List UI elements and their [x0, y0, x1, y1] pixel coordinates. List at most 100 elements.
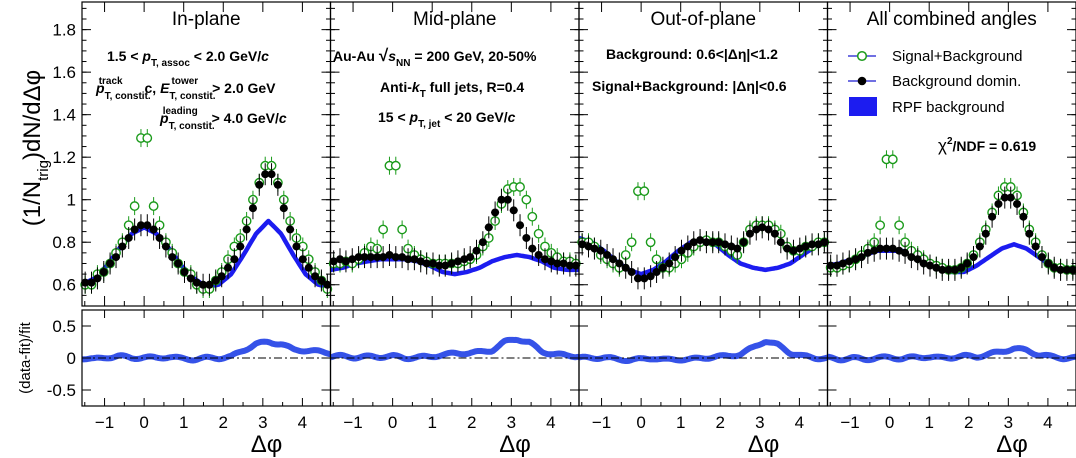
bkg-point: [565, 261, 574, 270]
bkg-point: [311, 272, 320, 281]
x-axis-label: Δφ: [499, 431, 531, 458]
bkg-point: [540, 255, 549, 264]
legend-signal-marker: [856, 50, 868, 62]
signal-point: [894, 220, 905, 231]
signal-point: [148, 201, 159, 211]
bkg-point: [435, 261, 444, 270]
bkg-point: [168, 253, 177, 262]
x-tick-label: 2: [219, 413, 228, 432]
ratio-band: [80, 338, 332, 364]
bkg-point: [609, 255, 618, 264]
y-tick-label: 1.4: [52, 106, 76, 125]
bkg-point: [447, 259, 456, 268]
bkg-point: [1019, 212, 1028, 221]
bkg-point: [913, 255, 922, 264]
bkg-point: [304, 263, 313, 272]
legend-bkg-marker: [857, 76, 867, 86]
x-tick-label: 3: [1004, 413, 1013, 432]
bkg-point: [553, 259, 562, 268]
signal-point: [875, 220, 886, 231]
legend-rpf-swatch: [849, 97, 877, 116]
legend-rpf-label: RPF background: [892, 99, 1005, 116]
bkg-point: [1006, 193, 1015, 202]
x-tick-label: −1: [343, 413, 362, 432]
bkg-point: [136, 221, 145, 230]
bkg-point: [484, 223, 493, 232]
bkg-point: [1062, 265, 1071, 274]
x-tick-label: 3: [507, 413, 516, 432]
bkg-point: [453, 257, 462, 266]
bkg-point: [1000, 193, 1009, 202]
bkg-point: [410, 255, 419, 264]
annotation-pt-assoc: 1.5 < pT, assoc < 2.0 GeV/c: [107, 48, 269, 69]
annotation-background-region: Background: 0.6<|Δη|<1.2: [606, 46, 778, 62]
bkg-point: [1025, 229, 1034, 238]
x-tick-label: 4: [1043, 413, 1052, 432]
bkg-point: [950, 265, 959, 274]
bkg-point: [385, 250, 394, 259]
bkg-point: [988, 212, 997, 221]
signal-point: [527, 211, 538, 222]
bkg-point: [348, 255, 357, 264]
bkg-point: [503, 195, 512, 204]
bkg-point: [888, 244, 897, 253]
bkg-point: [298, 255, 307, 264]
bkg-point: [516, 221, 525, 230]
bkg-point: [130, 225, 139, 234]
bkg-point: [677, 246, 686, 255]
x-tick-label: 0: [388, 413, 397, 432]
x-tick-label: 1: [676, 413, 685, 432]
panel-title: Out-of-plane: [650, 9, 756, 30]
bkg-point: [534, 250, 543, 259]
bkg-point: [640, 274, 649, 283]
bkg-point: [106, 259, 115, 268]
bkg-point: [615, 259, 624, 268]
bkg-point: [714, 238, 723, 247]
panel-3: Out-of-plane −1 0 1 2 3 4 Δφ: [577, 1, 830, 458]
bkg-point: [857, 253, 866, 262]
bkg-point: [118, 242, 127, 251]
bkg-point: [1031, 242, 1040, 251]
x-tick-label: −1: [95, 413, 114, 432]
bkg-point: [938, 265, 947, 274]
bkg-point: [758, 223, 767, 232]
bkg-point: [764, 225, 773, 234]
bkg-point: [422, 259, 431, 268]
bkg-point: [683, 242, 692, 251]
bkg-point: [255, 180, 264, 189]
bkg-point: [186, 274, 195, 283]
bkg-point: [1050, 263, 1059, 272]
signal-point: [639, 186, 650, 197]
bkg-point: [217, 272, 226, 281]
bkg-point: [603, 250, 612, 259]
y-tick-label: 0.8: [52, 233, 76, 252]
bkg-point: [273, 180, 282, 189]
bkg-point: [242, 225, 251, 234]
y-tick-label: 1.2: [52, 148, 76, 167]
bkg-point: [1013, 199, 1022, 208]
bkg-point: [789, 246, 798, 255]
panel-2: Mid-plane −1 0 1 2 3 4 Δφ: [328, 1, 581, 458]
bkg-point: [702, 238, 711, 247]
bkg-point: [317, 276, 326, 285]
bkg-point: [236, 242, 245, 251]
bkg-point: [919, 259, 928, 268]
signal-point: [645, 237, 656, 248]
bkg-point: [93, 274, 102, 283]
bkg-point: [199, 280, 208, 289]
bkg-point: [783, 244, 792, 253]
bkg-point: [211, 276, 220, 285]
bkg-point: [192, 278, 201, 287]
bkg-point: [590, 244, 599, 253]
bkg-point: [1068, 265, 1076, 274]
bkg-point: [1056, 265, 1065, 274]
y-label-part-b: trig: [35, 160, 52, 181]
y-tick-label: 1.6: [52, 63, 76, 82]
signal-point: [887, 154, 898, 165]
y-axis-label-ratio: (data-fit)/fit: [17, 321, 34, 394]
bkg-point: [596, 246, 605, 255]
x-axis-label: Δφ: [251, 431, 283, 458]
bkg-point: [708, 238, 717, 247]
bkg-point: [149, 225, 158, 234]
